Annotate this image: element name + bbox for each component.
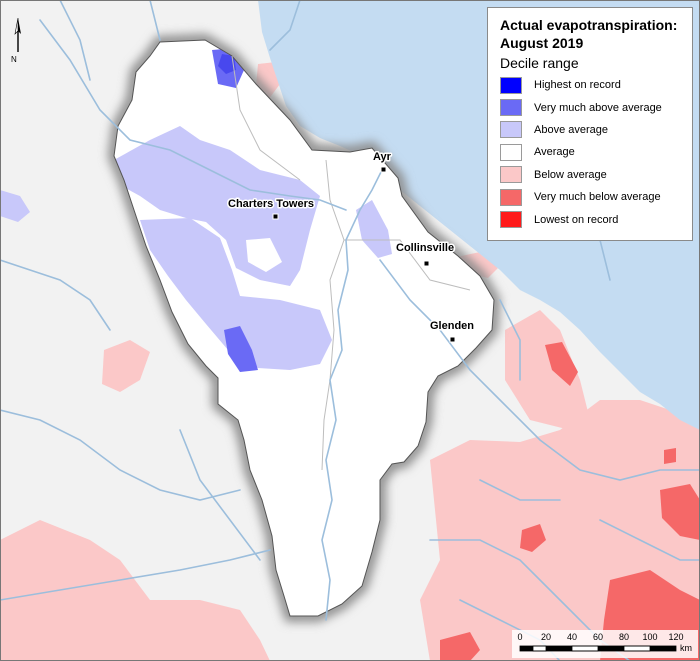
legend-item-very-much-below: Very much below average — [500, 186, 682, 208]
legend-item-label: Very much below average — [534, 191, 661, 204]
legend-swatch — [500, 121, 522, 139]
outside-anomalies — [0, 62, 700, 661]
legend-swatch — [500, 143, 522, 161]
town-marker — [423, 260, 430, 267]
town-label: Glenden — [430, 320, 474, 332]
scale-tick-label: 0 — [517, 632, 522, 642]
scale-unit: km — [680, 643, 692, 653]
town-marker — [272, 213, 279, 220]
town-glenden: Glenden — [429, 319, 476, 343]
legend-item-highest: Highest on record — [500, 74, 682, 96]
legend-subtitle: Decile range — [500, 55, 579, 71]
legend: Actual evapotranspiration: August 2019 D… — [487, 7, 693, 241]
legend-swatch — [500, 99, 522, 117]
town-marker — [380, 166, 387, 173]
legend-swatch — [500, 166, 522, 184]
towns: Ayr Charters Towers Collinsville Glenden — [227, 150, 476, 343]
basin-outline — [113, 39, 495, 617]
legend-item-label: Above average — [534, 123, 608, 136]
town-label: Ayr — [373, 151, 392, 163]
town-ayr: Ayr — [372, 150, 393, 173]
legend-item-label: Highest on record — [534, 79, 621, 92]
legend-item-label: Average — [534, 146, 575, 159]
legend-item-label: Below average — [534, 168, 607, 181]
north-arrow-icon — [18, 18, 21, 34]
town-label: Charters Towers — [228, 198, 314, 210]
scale-tick-label: 40 — [567, 632, 577, 642]
legend-item-very-much-above: Very much above average — [500, 96, 682, 118]
scale-bar: 0 20 40 60 80 100 120 km — [512, 630, 698, 658]
legend-title-line1: Actual evapotranspiration: — [500, 17, 678, 33]
north-label: N — [11, 55, 17, 64]
scale-tick-label: 100 — [642, 632, 657, 642]
legend-item-above: Above average — [500, 119, 682, 141]
north-arrow: N — [11, 18, 21, 64]
scale-tick-label: 120 — [668, 632, 683, 642]
basin-anomalies — [114, 48, 392, 372]
legend-item-label: Very much above average — [534, 101, 662, 114]
legend-items: Highest on record Very much above averag… — [500, 74, 682, 231]
legend-swatch — [500, 76, 522, 94]
scale-tick-label: 80 — [619, 632, 629, 642]
town-marker — [449, 336, 456, 343]
town-collinsville: Collinsville — [395, 241, 456, 267]
legend-title: Actual evapotranspiration: August 2019 — [500, 16, 682, 52]
legend-item-label: Lowest on record — [534, 213, 619, 226]
legend-item-average: Average — [500, 141, 682, 163]
town-label: Collinsville — [396, 242, 454, 254]
legend-item-below: Below average — [500, 164, 682, 186]
scale-tick-label: 60 — [593, 632, 603, 642]
legend-item-lowest: Lowest on record — [500, 208, 682, 230]
scale-tick-label: 20 — [541, 632, 551, 642]
subcatchment-boundaries — [231, 55, 471, 471]
town-charters-towers: Charters Towers — [227, 197, 316, 220]
legend-swatch — [500, 211, 522, 229]
legend-swatch — [500, 188, 522, 206]
legend-title-line2: August 2019 — [500, 35, 584, 51]
scale-segments — [519, 645, 677, 652]
scale-ticks: 0 20 40 60 80 100 120 — [517, 632, 683, 642]
